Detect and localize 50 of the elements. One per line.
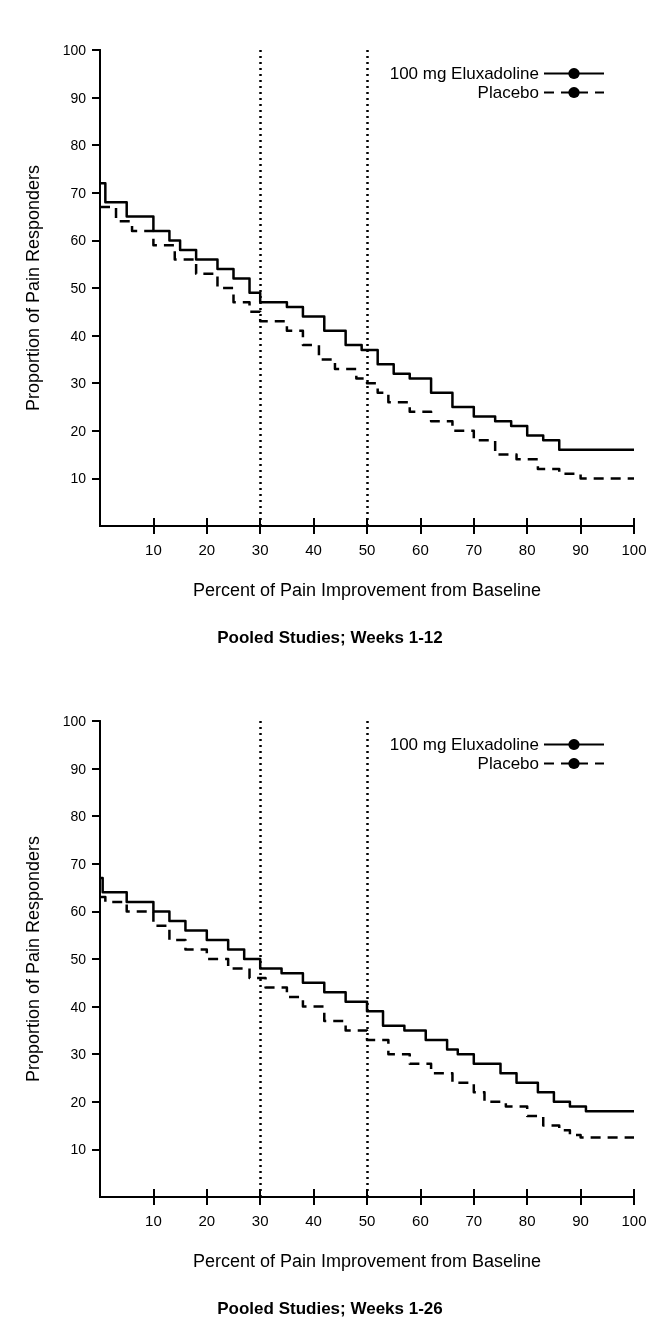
y-tick-label: 90 bbox=[70, 760, 87, 777]
x-tick-label: 60 bbox=[412, 1212, 429, 1229]
x-axis-title: Percent of Pain Improvement from Baseline bbox=[192, 580, 542, 600]
y-tick-label: 50 bbox=[70, 280, 87, 296]
y-tick-label: 10 bbox=[70, 470, 87, 487]
y-tick-label: 70 bbox=[70, 855, 87, 872]
x-tick-label: 50 bbox=[358, 1212, 376, 1229]
legend-label: 100 mg Eluxadoline bbox=[389, 64, 539, 83]
x-tick-label: 30 bbox=[251, 1212, 269, 1229]
x-tick-label: 40 bbox=[305, 1212, 322, 1229]
x-tick-label: 80 bbox=[518, 541, 536, 558]
x-tick-label: 40 bbox=[305, 541, 322, 558]
x-tick-label: 100 bbox=[621, 1212, 647, 1229]
y-tick-label: 70 bbox=[70, 184, 87, 201]
x-tick-label: 10 bbox=[145, 1212, 162, 1229]
y-tick-label: 60 bbox=[70, 232, 87, 249]
x-tick-label: 30 bbox=[251, 541, 269, 558]
legend-label: Placebo bbox=[477, 83, 539, 102]
legend-label: Placebo bbox=[477, 754, 539, 773]
y-tick-label: 20 bbox=[70, 422, 87, 439]
y-axis-title: Proportion of Pain Responders bbox=[23, 835, 43, 1083]
y-tick-label: 80 bbox=[70, 808, 87, 825]
y-tick-label: 40 bbox=[70, 998, 87, 1015]
x-tick-label: 80 bbox=[518, 1212, 536, 1229]
legend-label: 100 mg Eluxadoline bbox=[389, 735, 539, 754]
text: Pooled Studies; Weeks 1-12 bbox=[217, 628, 443, 647]
y-tick-label: 50 bbox=[70, 951, 87, 967]
y-axis-title: Proportion of Pain Responders bbox=[23, 164, 43, 412]
text: Pooled Studies; Weeks 1-26 bbox=[217, 1299, 443, 1318]
x-axis-title: Percent of Pain Improvement from Baseline bbox=[192, 1251, 542, 1271]
x-tick-label: 20 bbox=[198, 541, 216, 558]
x-tick-label: 60 bbox=[412, 541, 429, 558]
x-tick-label: 100 bbox=[621, 541, 647, 558]
y-tick-label: 40 bbox=[70, 327, 87, 344]
x-tick-label: 70 bbox=[465, 541, 483, 558]
y-tick-label: 30 bbox=[70, 1046, 87, 1063]
y-tick-label: 20 bbox=[70, 1093, 87, 1110]
y-tick-label: 80 bbox=[70, 137, 87, 154]
x-tick-label: 90 bbox=[572, 541, 589, 558]
y-tick-label: 60 bbox=[70, 903, 87, 920]
x-tick-label: 70 bbox=[465, 1212, 483, 1229]
x-tick-label: 10 bbox=[145, 541, 162, 558]
y-tick-label: 10 bbox=[70, 1141, 87, 1158]
y-tick-label: 100 bbox=[62, 713, 87, 729]
y-tick-label: 100 bbox=[62, 42, 87, 58]
x-tick-label: 90 bbox=[572, 1212, 589, 1229]
x-tick-label: 20 bbox=[198, 1212, 216, 1229]
x-tick-label: 50 bbox=[358, 541, 376, 558]
y-tick-label: 90 bbox=[70, 89, 87, 106]
y-tick-label: 30 bbox=[70, 375, 87, 392]
